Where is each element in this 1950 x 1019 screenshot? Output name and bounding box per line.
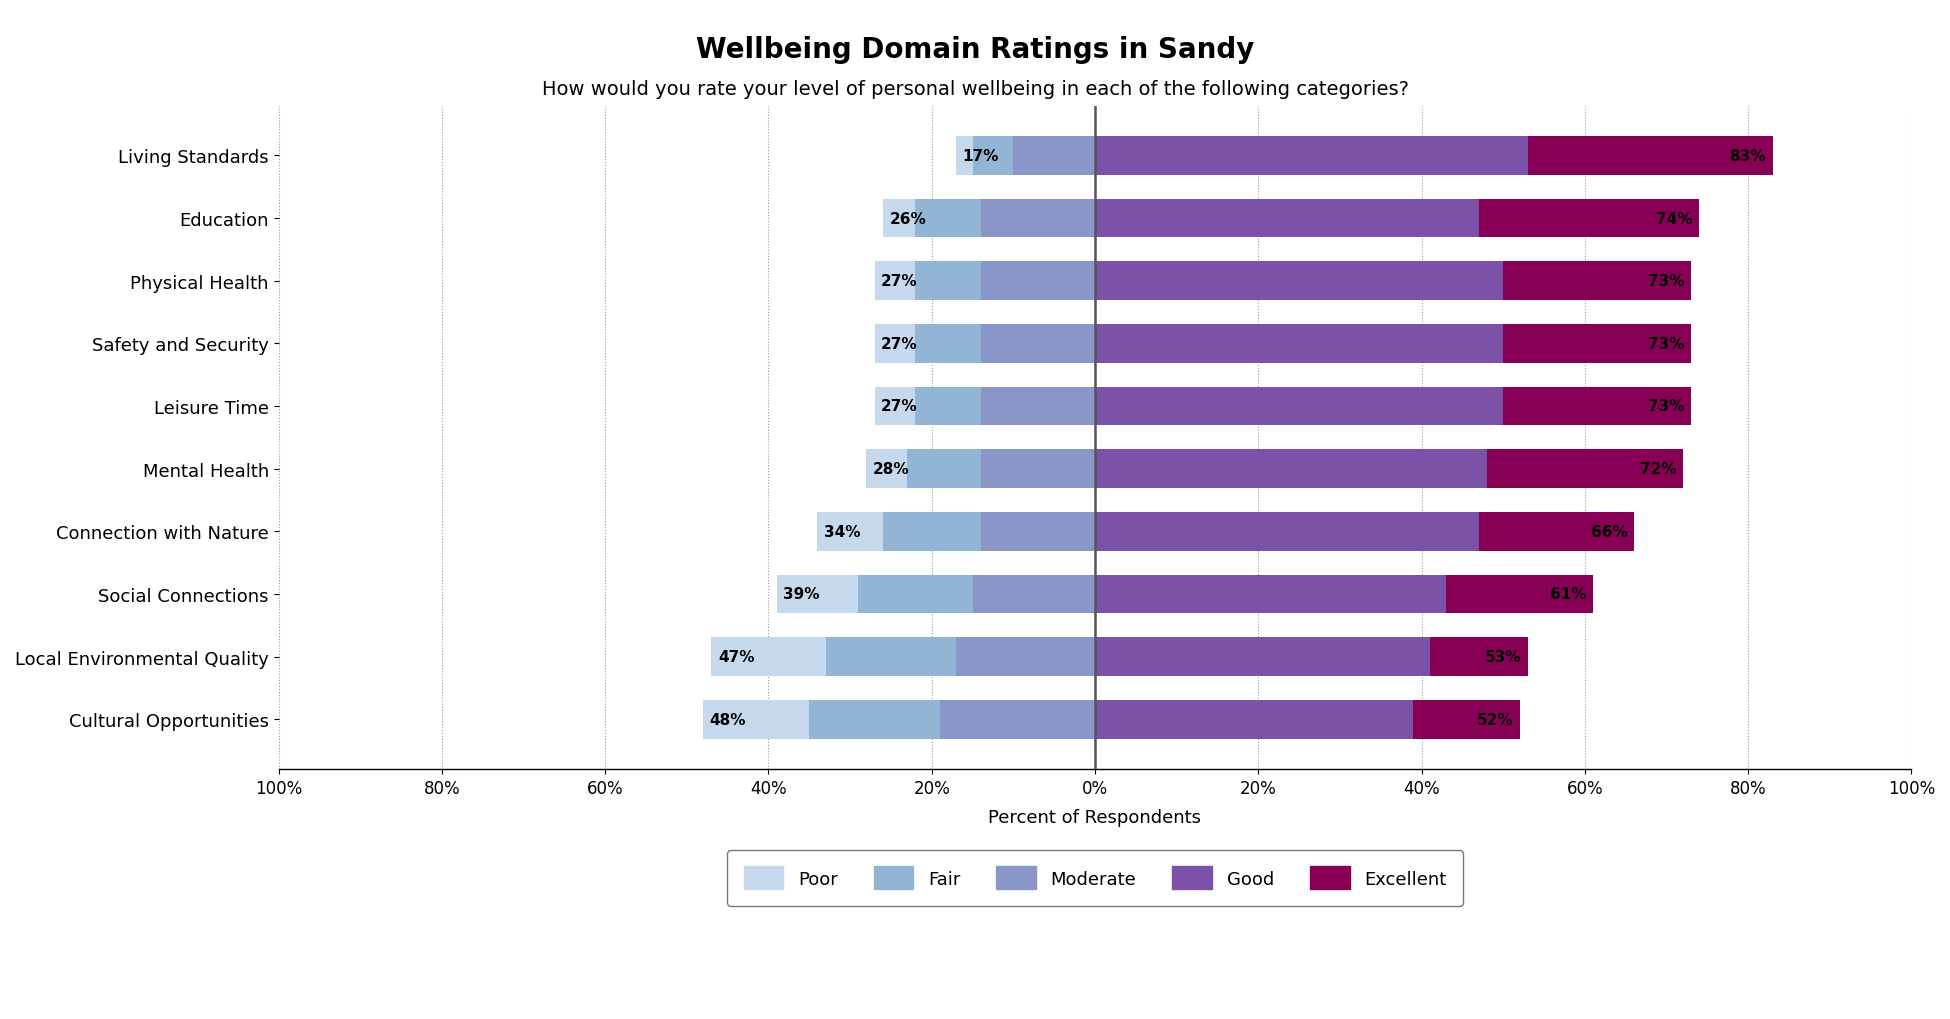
Text: 27%: 27% (881, 336, 918, 352)
Text: 27%: 27% (881, 274, 918, 289)
Bar (825, 638, 956, 677)
Text: 28%: 28% (874, 462, 909, 477)
Bar (981, 325, 1096, 364)
Text: 53%: 53% (1484, 649, 1521, 664)
Text: 47%: 47% (718, 649, 755, 664)
Bar (940, 700, 1096, 739)
Text: 74%: 74% (1656, 211, 1693, 226)
Bar (1096, 575, 1447, 613)
Bar (1414, 700, 1519, 739)
Bar (1096, 513, 1478, 551)
Bar (817, 513, 883, 551)
Bar (776, 575, 858, 613)
Bar (704, 700, 809, 739)
Bar (956, 137, 973, 175)
Bar (874, 262, 915, 301)
Text: 83%: 83% (1730, 149, 1767, 164)
Bar (915, 325, 981, 364)
Bar (1096, 700, 1414, 739)
Bar (973, 137, 1014, 175)
Bar (1096, 387, 1503, 426)
Bar (1503, 262, 1691, 301)
Text: 34%: 34% (825, 525, 860, 539)
Bar (1096, 449, 1486, 488)
Bar (874, 387, 915, 426)
Text: 61%: 61% (1550, 587, 1587, 602)
Text: 17%: 17% (963, 149, 998, 164)
Bar (874, 325, 915, 364)
Bar (1503, 387, 1691, 426)
Text: 73%: 73% (1648, 399, 1685, 414)
Bar (1527, 137, 1773, 175)
Bar (809, 700, 940, 739)
X-axis label: Percent of Respondents: Percent of Respondents (989, 808, 1201, 825)
Bar (1447, 575, 1593, 613)
Bar (907, 449, 981, 488)
Bar (883, 200, 915, 238)
Bar (712, 638, 825, 677)
Bar (1503, 325, 1691, 364)
Bar (866, 449, 907, 488)
Bar (981, 387, 1096, 426)
Bar (973, 575, 1096, 613)
Text: 27%: 27% (881, 399, 918, 414)
Text: 39%: 39% (784, 587, 819, 602)
Bar (1096, 200, 1478, 238)
Bar (883, 513, 981, 551)
Bar (1096, 325, 1503, 364)
Text: 72%: 72% (1640, 462, 1677, 477)
Bar (915, 200, 981, 238)
Text: How would you rate your level of personal wellbeing in each of the following cat: How would you rate your level of persona… (542, 79, 1408, 99)
Bar (1096, 638, 1429, 677)
Text: 66%: 66% (1591, 525, 1626, 539)
Bar (1096, 137, 1527, 175)
Bar (915, 262, 981, 301)
Bar (981, 262, 1096, 301)
Bar (1014, 137, 1096, 175)
Bar (981, 513, 1096, 551)
Bar (915, 387, 981, 426)
Bar (1486, 449, 1683, 488)
Bar (1429, 638, 1527, 677)
Text: Wellbeing Domain Ratings in Sandy: Wellbeing Domain Ratings in Sandy (696, 36, 1254, 63)
Text: 73%: 73% (1648, 274, 1685, 289)
Bar (1478, 513, 1634, 551)
Bar (858, 575, 973, 613)
Legend: Poor, Fair, Moderate, Good, Excellent: Poor, Fair, Moderate, Good, Excellent (727, 850, 1462, 906)
Text: 73%: 73% (1648, 336, 1685, 352)
Bar (981, 200, 1096, 238)
Bar (956, 638, 1096, 677)
Text: 48%: 48% (710, 712, 747, 728)
Text: 26%: 26% (889, 211, 926, 226)
Text: 52%: 52% (1476, 712, 1513, 728)
Bar (1478, 200, 1698, 238)
Bar (1096, 262, 1503, 301)
Bar (981, 449, 1096, 488)
